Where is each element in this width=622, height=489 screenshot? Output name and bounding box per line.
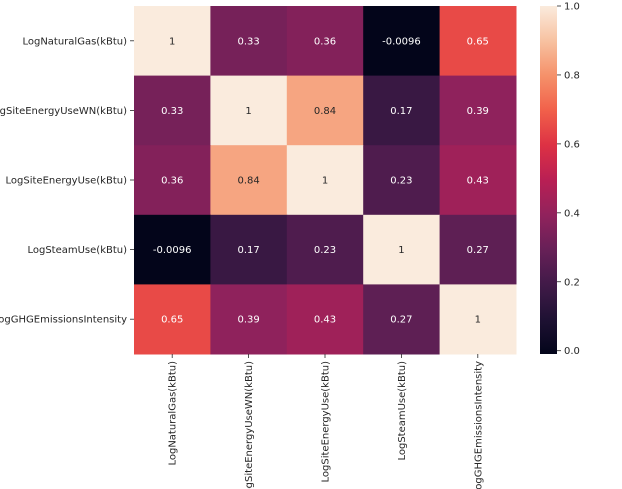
colorbar-tick-label-1: 0.2	[564, 277, 580, 288]
heatmap-cell-4-1	[210, 284, 288, 355]
heatmap-cell-4-3	[363, 284, 441, 355]
heatmap-cell-1-4	[439, 75, 517, 146]
x-tick-label-3: LogSteamUse(kBtu)	[397, 361, 408, 461]
cell-value-4-3: 0.27	[390, 315, 412, 326]
cell-value-2-0: 0.36	[161, 176, 183, 187]
colorbar-tick-label-0: 0.0	[564, 346, 580, 357]
x-tick-label-0: LogNaturalGas(kBtu)	[168, 361, 179, 466]
x-tick-label-4: LogGHGEmissionsIntensity	[473, 361, 484, 489]
cell-value-0-4: 0.65	[467, 36, 489, 47]
heatmap-cell-0-0	[134, 6, 211, 77]
y-tick-label-4: LogGHGEmissionsIntensity	[0, 315, 127, 326]
heatmap-cell-3-0	[134, 214, 211, 285]
heatmap-cell-3-2	[286, 214, 364, 285]
heatmap-cell-3-3	[363, 214, 441, 285]
heatmap-cell-0-1	[210, 6, 288, 77]
y-tick-label-0: LogNaturalGas(kBtu)	[22, 36, 127, 47]
colorbar-tick-label-3: 0.6	[564, 139, 580, 150]
colorbar-scale	[540, 6, 557, 354]
y-axis: LogNaturalGas(kBtu) LogSiteEnergyUseWN(kB…	[0, 36, 134, 326]
cell-value-1-1: 1	[245, 106, 251, 117]
cell-value-3-2: 0.23	[314, 245, 336, 256]
cell-value-0-3: -0.0096	[382, 36, 421, 47]
heatmap-cell-1-1	[210, 75, 288, 146]
heatmap-cells	[134, 6, 517, 355]
heatmap-cell-0-3	[363, 6, 441, 77]
cell-value-0-2: 0.36	[314, 36, 336, 47]
x-axis: LogNaturalGas(kBtu) LogSiteEnergyUseWN(kB…	[168, 354, 484, 489]
colorbar-tick-label-2: 0.4	[564, 208, 580, 219]
cell-value-0-0: 1	[169, 36, 175, 47]
heatmap-cell-1-3	[363, 75, 441, 146]
heatmap-cell-2-0	[134, 145, 211, 216]
cell-value-4-1: 0.39	[237, 315, 259, 326]
cell-value-2-4: 0.43	[467, 176, 489, 187]
heatmap-cell-2-4	[439, 145, 517, 216]
heatmap-cell-0-4	[439, 6, 517, 77]
x-tick-label-1: LogSiteEnergyUseWN(kBtu)	[244, 361, 255, 489]
cell-value-3-1: 0.17	[237, 245, 259, 256]
heatmap-cell-4-2	[286, 284, 364, 355]
heatmap-cell-3-4	[439, 214, 517, 285]
heatmap-cell-2-1	[210, 145, 288, 216]
cell-value-3-3: 1	[398, 245, 404, 256]
cell-value-1-3: 0.17	[390, 106, 412, 117]
heatmap-annotations: 1 0.33 0.36 -0.0096 0.65 0.33 1 0.84 0.17 0.39 0.3…	[153, 36, 489, 325]
colorbar: 0.0 0.2 0.4 0.6 0.8 1.0	[540, 2, 580, 357]
colorbar-tick-label-5: 1.0	[564, 2, 580, 13]
cell-value-4-4: 1	[475, 315, 481, 326]
cell-value-4-2: 0.43	[314, 315, 336, 326]
heatmap-cell-0-2	[286, 6, 364, 77]
cell-value-2-3: 0.23	[390, 176, 412, 187]
cell-value-2-2: 1	[322, 176, 328, 187]
heatmap-cell-2-2	[286, 145, 364, 216]
cell-value-1-4: 0.39	[467, 106, 489, 117]
y-tick-label-1: LogSiteEnergyUseWN(kBtu)	[0, 106, 127, 117]
heatmap-cell-1-0	[134, 75, 211, 146]
heatmap-cell-4-0	[134, 284, 211, 355]
cell-value-2-1: 0.84	[237, 176, 259, 187]
cell-value-0-1: 0.33	[237, 36, 259, 47]
colorbar-tick-label-4: 0.8	[564, 70, 580, 81]
cell-value-1-2: 0.84	[314, 106, 336, 117]
heatmap-cell-2-3	[363, 145, 441, 216]
heatmap-cell-3-1	[210, 214, 288, 285]
y-tick-label-2: LogSiteEnergyUse(kBtu)	[6, 176, 128, 187]
cell-value-4-0: 0.65	[161, 315, 183, 326]
cell-value-3-4: 0.27	[467, 245, 489, 256]
y-tick-label-3: LogSteamUse(kBtu)	[27, 245, 127, 256]
heatmap-cell-1-2	[286, 75, 364, 146]
x-tick-label-2: LogSiteEnergyUse(kBtu)	[321, 361, 332, 483]
cell-value-3-0: -0.0096	[153, 245, 192, 256]
heatmap-cell-4-4	[439, 284, 517, 355]
cell-value-1-0: 0.33	[161, 106, 183, 117]
